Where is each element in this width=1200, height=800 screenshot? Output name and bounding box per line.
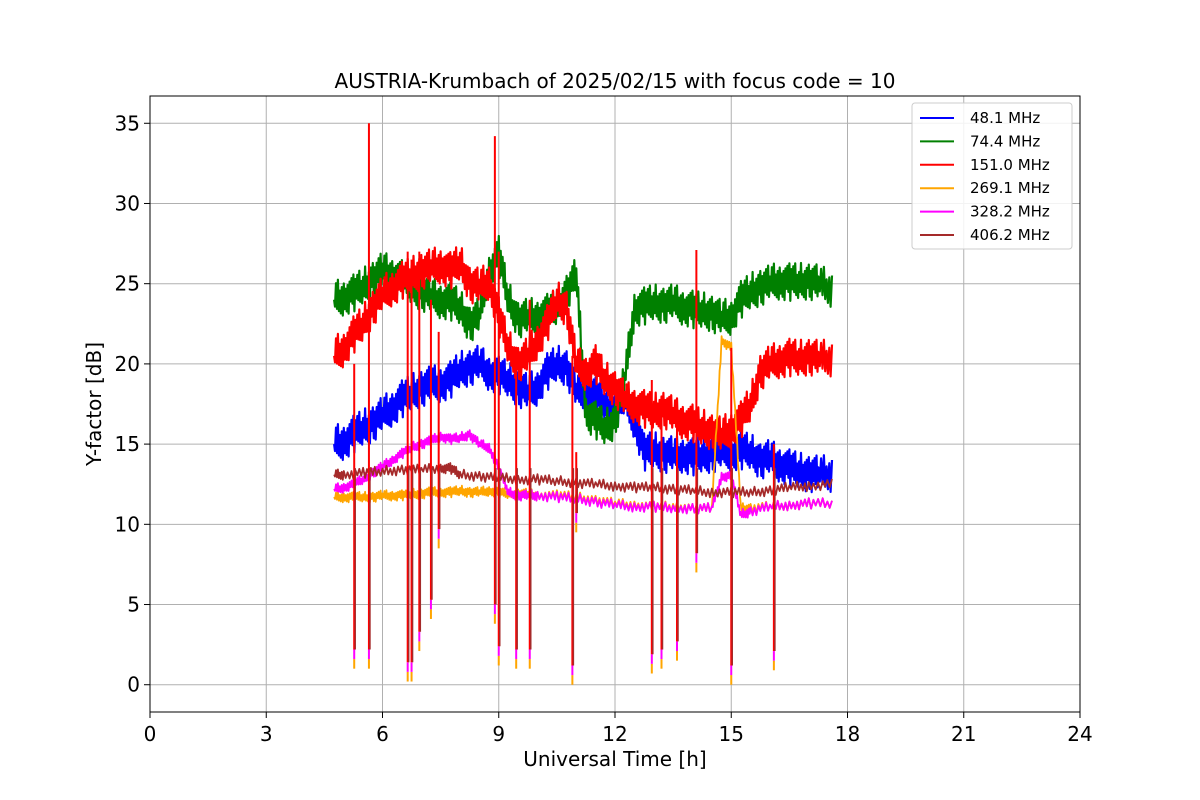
y-tick-label: 5 xyxy=(127,593,140,617)
y-tick-label: 15 xyxy=(115,432,140,456)
x-axis-title: Universal Time [h] xyxy=(523,747,706,771)
legend-label: 74.4 MHz xyxy=(970,132,1040,150)
x-tick-label: 12 xyxy=(602,722,627,746)
x-tick-label: 21 xyxy=(951,722,976,746)
x-tick-label: 24 xyxy=(1067,722,1092,746)
x-tick-label: 18 xyxy=(835,722,860,746)
y-tick-label: 0 xyxy=(127,673,140,697)
y-tick-label: 10 xyxy=(115,512,140,536)
y-tick-label: 25 xyxy=(115,272,140,296)
y-tick-label: 20 xyxy=(115,352,140,376)
legend-label: 328.2 MHz xyxy=(970,203,1050,221)
tick-layer: 0 3 6 9 12 15 18 21 24 0 5 10 15 20 25 30 35 xyxy=(115,111,1093,746)
legend-label: 151.0 MHz xyxy=(970,156,1050,174)
legend-label: 269.1 MHz xyxy=(970,179,1050,197)
chart-title: AUSTRIA-Krumbach of 2025/02/15 with focu… xyxy=(335,69,896,93)
x-tick-label: 6 xyxy=(376,722,389,746)
series-layer xyxy=(333,123,834,685)
x-tick-label: 3 xyxy=(260,722,273,746)
y-tick-label: 35 xyxy=(115,111,140,135)
x-tick-label: 15 xyxy=(719,722,744,746)
x-tick-label: 0 xyxy=(144,722,157,746)
series-line-3 xyxy=(333,246,834,453)
x-tick-label: 9 xyxy=(492,722,505,746)
y-tick-label: 30 xyxy=(115,191,140,215)
series-line-4 xyxy=(333,335,833,515)
series-line-1 xyxy=(333,344,834,494)
legend: 48.1 MHz 74.4 MHz 151.0 MHz 269.1 MHz 328.2 … xyxy=(911,102,1073,250)
legend-label: 406.2 MHz xyxy=(970,226,1050,244)
legend-label: 48.1 MHz xyxy=(970,109,1040,127)
series-line-5 xyxy=(333,429,833,519)
y-axis-title: Y-factor [dB] xyxy=(82,342,106,467)
